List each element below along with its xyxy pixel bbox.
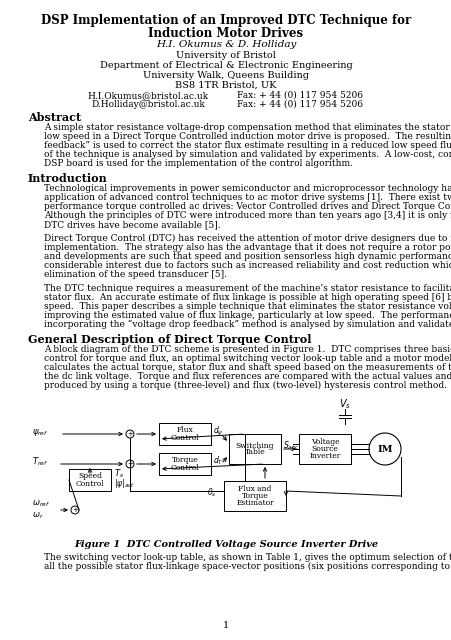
Text: Control: Control: [75, 479, 104, 488]
Text: BS8 1TR Bristol, UK: BS8 1TR Bristol, UK: [175, 81, 276, 90]
Text: Torque: Torque: [241, 492, 268, 500]
Text: +: +: [72, 507, 78, 513]
Text: H.I. Okumus & D. Holliday: H.I. Okumus & D. Holliday: [156, 40, 295, 49]
Text: considerable interest due to factors such as increased reliability and cost redu: considerable interest due to factors suc…: [44, 261, 451, 270]
Text: DSP Implementation of an Improved DTC Technique for: DSP Implementation of an Improved DTC Te…: [41, 14, 410, 27]
Text: Direct Torque Control (DTC) has received the attention of motor drive designers : Direct Torque Control (DTC) has received…: [44, 234, 451, 243]
Text: $\theta_s$: $\theta_s$: [207, 487, 216, 499]
Text: D.Holliday@bristol.ac.uk: D.Holliday@bristol.ac.uk: [91, 100, 204, 109]
Text: Table: Table: [244, 449, 265, 456]
Text: A simple stator resistance voltage-drop compensation method that eliminates the : A simple stator resistance voltage-drop …: [44, 123, 451, 132]
Text: incorporating the “voltage drop feedback” method is analysed by simulation and v: incorporating the “voltage drop feedback…: [44, 320, 451, 330]
Text: calculates the actual torque, stator flux and shaft speed based on the measureme: calculates the actual torque, stator flu…: [44, 363, 451, 372]
Text: Control: Control: [170, 433, 199, 442]
Text: DTC drives have become available [5].: DTC drives have become available [5].: [44, 220, 220, 229]
Text: 1: 1: [222, 621, 229, 630]
Text: +: +: [127, 431, 133, 437]
Text: Department of Electrical & Electronic Engineering: Department of Electrical & Electronic En…: [99, 61, 352, 70]
Text: $T_s$: $T_s$: [114, 468, 124, 480]
Text: Inverter: Inverter: [308, 452, 340, 460]
Text: $\omega_r$: $\omega_r$: [32, 511, 44, 521]
Text: Voltage: Voltage: [310, 438, 339, 446]
Text: Induction Motor Drives: Induction Motor Drives: [148, 27, 303, 40]
Text: Fax: + 44 (0) 117 954 5206: Fax: + 44 (0) 117 954 5206: [236, 91, 362, 100]
Bar: [229, 434, 281, 464]
Text: DSP board is used for the implementation of the control algorithm.: DSP board is used for the implementation…: [44, 159, 352, 168]
Text: +: +: [127, 461, 133, 467]
Text: the dc link voltage.  Torque and flux references are compared with the actual va: the dc link voltage. Torque and flux ref…: [44, 372, 451, 381]
Bar: [159, 453, 211, 475]
Text: and developments are such that speed and position sensorless high dynamic perfor: and developments are such that speed and…: [44, 252, 451, 261]
Text: Technological improvements in power semiconductor and microprocessor technology : Technological improvements in power semi…: [44, 184, 451, 193]
Text: The DTC technique requires a measurement of the machine’s stator resistance to f: The DTC technique requires a measurement…: [44, 284, 451, 293]
Text: $T_{ref}$: $T_{ref}$: [32, 456, 48, 468]
Text: of the technique is analysed by simulation and validated by experiments.  A low-: of the technique is analysed by simulati…: [44, 150, 451, 159]
Text: $d_T$: $d_T$: [212, 455, 223, 467]
Text: $\omega_{ref}$: $\omega_{ref}$: [32, 499, 50, 509]
Bar: [69, 469, 111, 491]
Text: $d_\psi$: $d_\psi$: [212, 424, 223, 438]
Text: stator flux.  An accurate estimate of flux linkage is possible at high operating: stator flux. An accurate estimate of flu…: [44, 293, 451, 302]
Text: produced by using a torque (three-level) and flux (two-level) hysteresis control: produced by using a torque (three-level)…: [44, 381, 446, 390]
Text: $\psi_{ref}$: $\psi_{ref}$: [32, 426, 48, 438]
Text: elimination of the speed transducer [5].: elimination of the speed transducer [5].: [44, 270, 226, 279]
Text: application of advanced control techniques to ac motor drive systems [1].  There: application of advanced control techniqu…: [44, 193, 451, 202]
Text: Estimator: Estimator: [236, 499, 273, 507]
Text: $|\psi|_{act}$: $|\psi|_{act}$: [114, 477, 134, 490]
Text: Switching: Switching: [235, 442, 274, 449]
Text: IM: IM: [377, 445, 392, 454]
Bar: [299, 434, 350, 464]
Text: A block diagram of the DTC scheme is presented in Figure 1.  DTC comprises three: A block diagram of the DTC scheme is pre…: [44, 345, 451, 354]
Text: feedback” is used to correct the stator flux estimate resulting in a reduced low: feedback” is used to correct the stator …: [44, 141, 451, 150]
Text: Source: Source: [311, 445, 338, 453]
Text: University Walk, Queens Building: University Walk, Queens Building: [143, 71, 308, 80]
Text: all the possible stator flux-linkage space-vector positions (six positions corre: all the possible stator flux-linkage spa…: [44, 562, 451, 571]
Bar: [224, 481, 285, 511]
Text: Abstract: Abstract: [28, 112, 81, 123]
Text: Flux and: Flux and: [238, 485, 271, 493]
Text: Control: Control: [170, 463, 199, 472]
Text: Flux: Flux: [176, 426, 193, 435]
Text: control for torque and flux, an optimal switching vector look-up table and a mot: control for torque and flux, an optimal …: [44, 354, 451, 363]
Text: Torque: Torque: [171, 456, 198, 465]
Text: The switching vector look-up table, as shown in Table 1, gives the optimum selec: The switching vector look-up table, as s…: [44, 553, 451, 562]
Text: low speed in a Direct Torque Controlled induction motor drive is proposed.  The : low speed in a Direct Torque Controlled …: [44, 132, 451, 141]
Text: speed.  This paper describes a simple technique that eliminates the stator resis: speed. This paper describes a simple tec…: [44, 302, 451, 311]
Text: Introduction: Introduction: [28, 173, 107, 184]
Text: University of Bristol: University of Bristol: [176, 51, 275, 60]
Text: H.I.Okumus@bristol.ac.uk: H.I.Okumus@bristol.ac.uk: [87, 91, 208, 100]
Text: implementation.  The strategy also has the advantage that it does not require a : implementation. The strategy also has th…: [44, 243, 451, 252]
Text: Speed: Speed: [78, 472, 102, 481]
Text: improving the estimated value of flux linkage, particularly at low speed.  The p: improving the estimated value of flux li…: [44, 311, 451, 320]
Text: $S_{abc}$: $S_{abc}$: [282, 440, 299, 452]
Text: Fax: + 44 (0) 117 954 5206: Fax: + 44 (0) 117 954 5206: [236, 100, 362, 109]
Text: performance torque controlled ac drives: Vector Controlled drives and Direct Tor: performance torque controlled ac drives:…: [44, 202, 451, 211]
Text: Although the principles of DTC were introduced more than ten years ago [3,4] it : Although the principles of DTC were intr…: [44, 211, 451, 220]
Text: General Description of Direct Torque Control: General Description of Direct Torque Con…: [28, 334, 311, 345]
Text: $V_s$: $V_s$: [338, 397, 350, 411]
Text: Figure 1  DTC Controlled Voltage Source Inverter Drive: Figure 1 DTC Controlled Voltage Source I…: [74, 540, 377, 549]
Bar: [159, 423, 211, 445]
